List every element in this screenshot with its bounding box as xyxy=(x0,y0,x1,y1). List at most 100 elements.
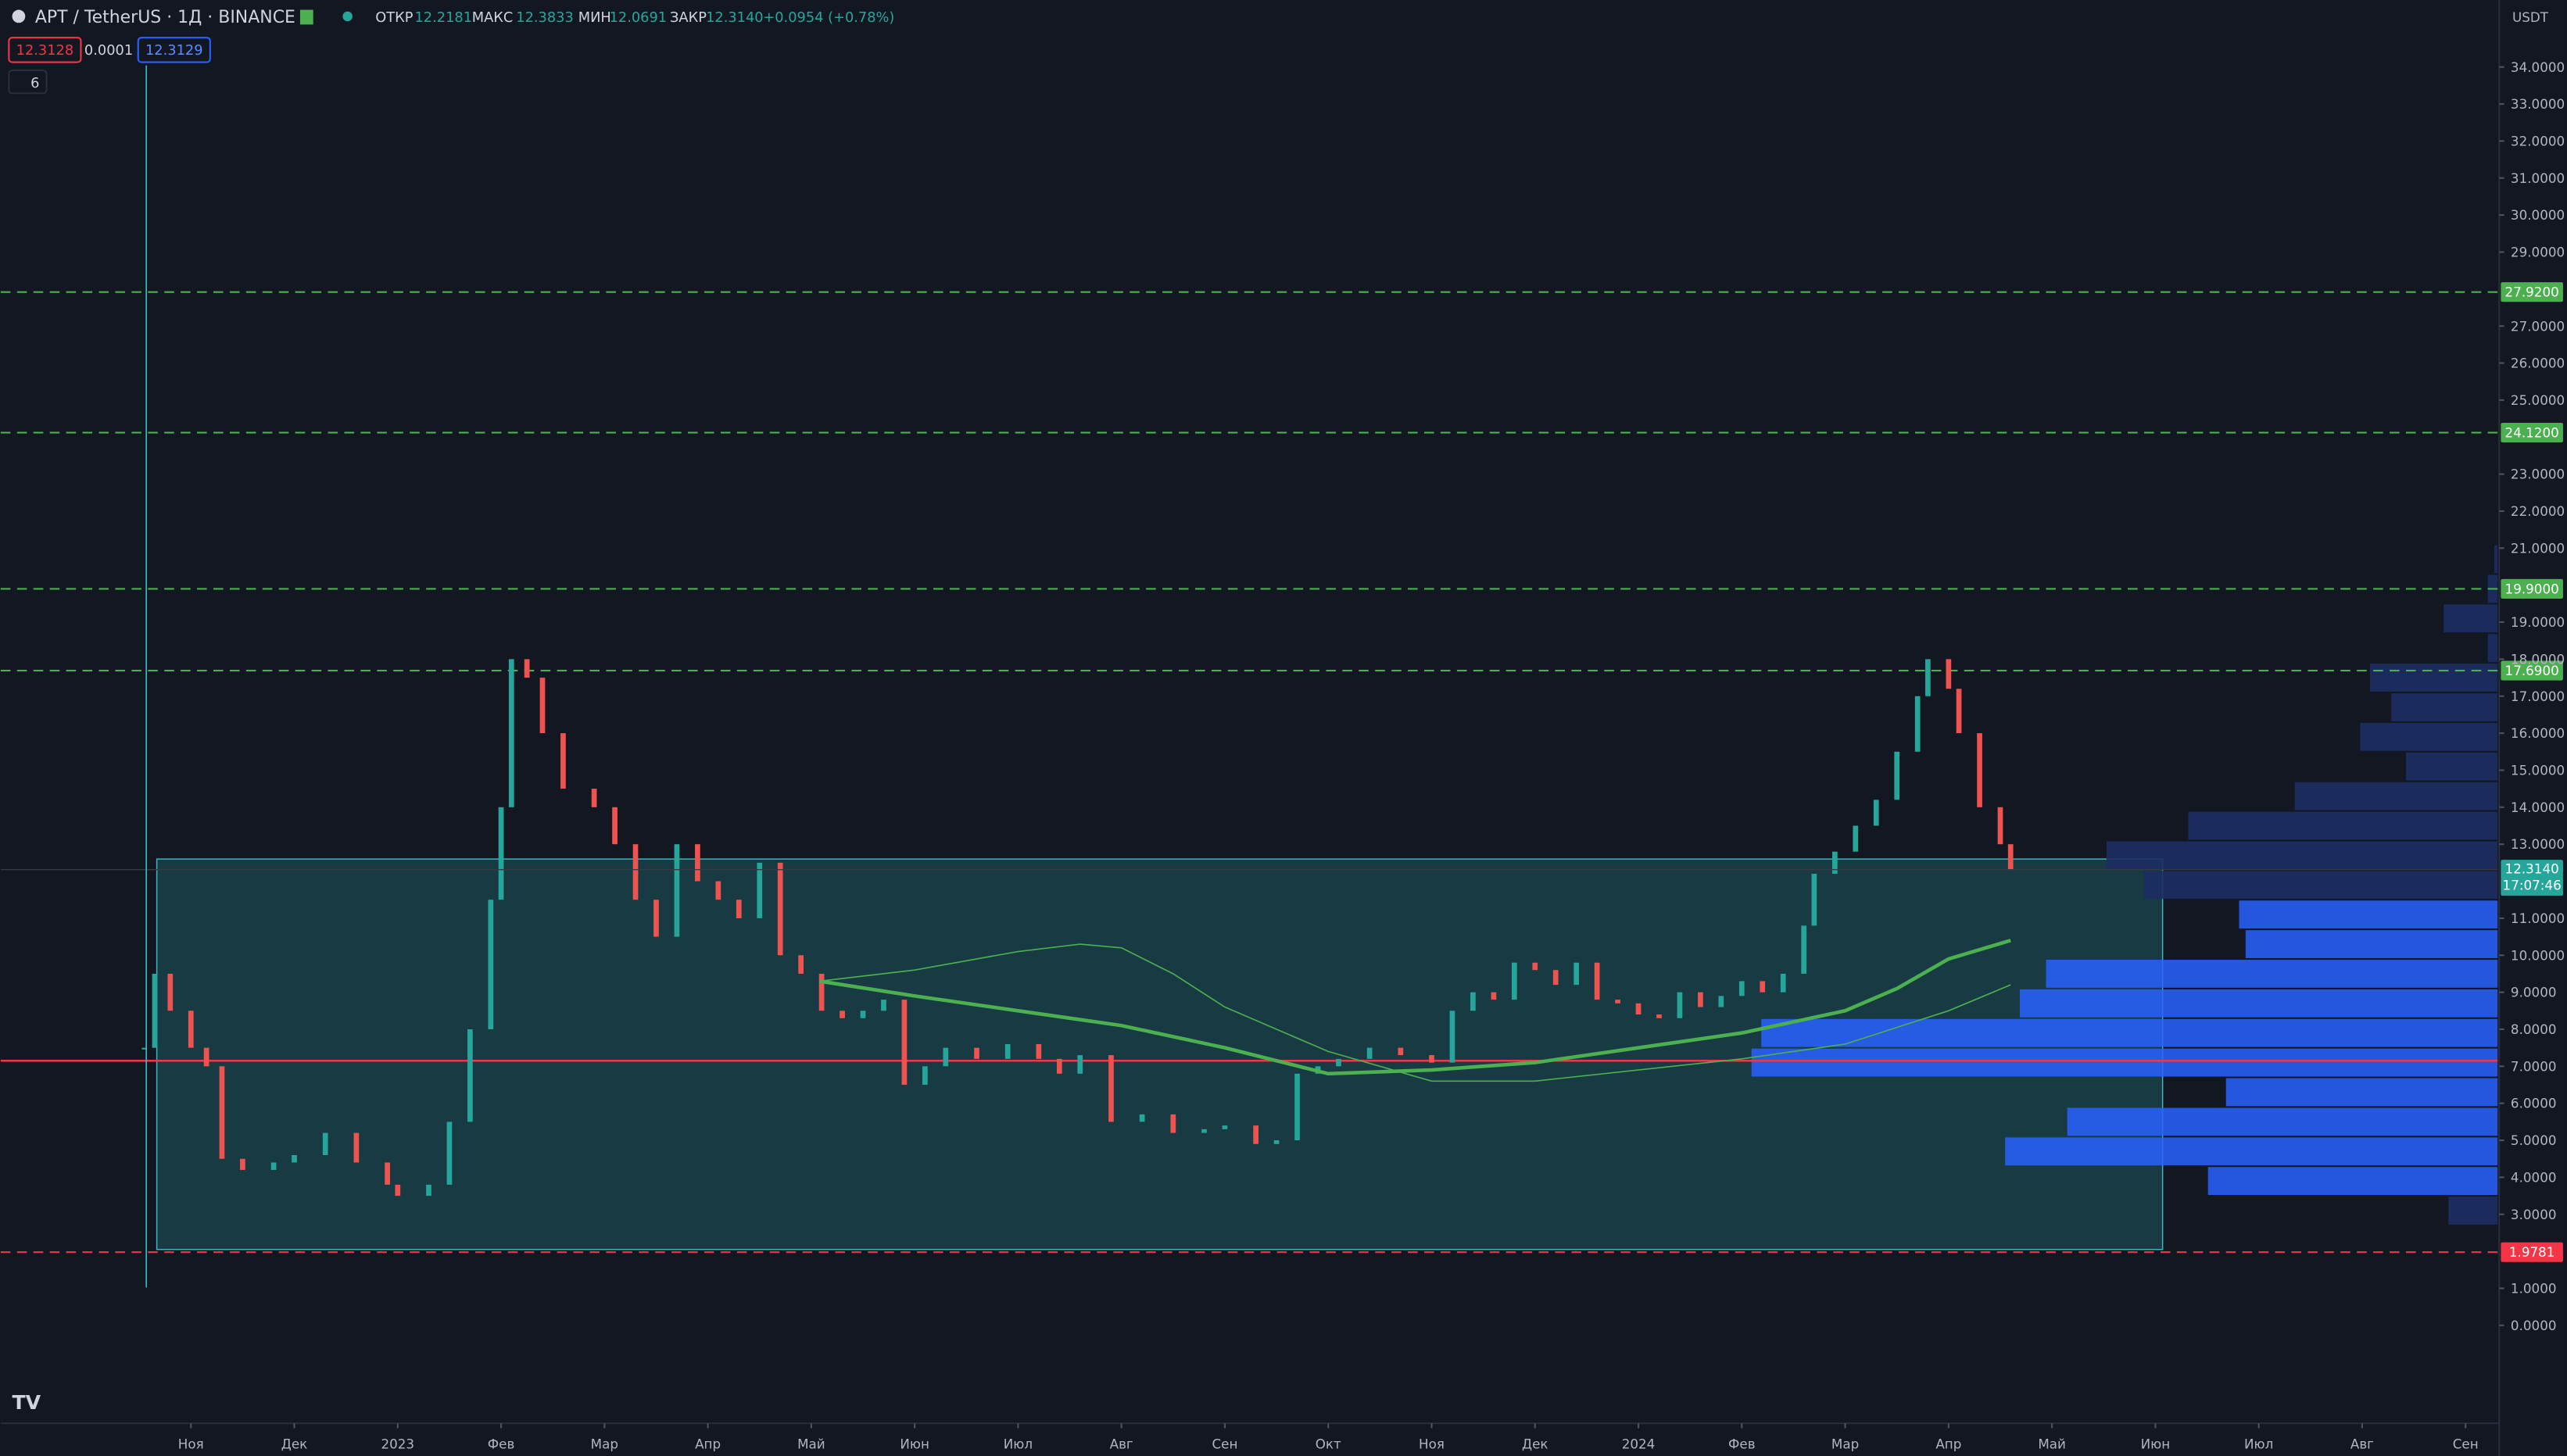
candle xyxy=(1780,973,1786,993)
candle xyxy=(1273,1140,1280,1144)
volume-profile-bar xyxy=(2067,1107,2498,1136)
candle xyxy=(1573,962,1580,986)
volume-profile-bar xyxy=(2046,960,2498,988)
header: APT / TetherUS · 1Д · BINANCE ОТКР 12.21… xyxy=(8,8,2549,1414)
volume-profile-bar xyxy=(2005,1137,2498,1166)
high: 12.3833 xyxy=(516,9,574,26)
candle xyxy=(1201,1129,1207,1133)
x-tick-label: 2024 xyxy=(1622,1436,1656,1451)
bid-badge[interactable] xyxy=(8,37,82,63)
symbol: APT / TetherUS · 1Д · BINANCE xyxy=(35,8,295,27)
y-tick-label: 9.0000 xyxy=(2511,985,2557,1000)
candle xyxy=(777,862,783,956)
level-badge xyxy=(2501,1242,2563,1262)
candle xyxy=(2007,844,2014,871)
candle xyxy=(798,955,804,974)
y-tick-label: 11.0000 xyxy=(2511,910,2565,926)
candle xyxy=(1056,1058,1062,1074)
candle xyxy=(1698,992,1703,1007)
volume-profile-bar xyxy=(2487,634,2498,663)
candle xyxy=(1615,1000,1620,1003)
volume-profile-bar xyxy=(2239,900,2498,929)
candle xyxy=(1832,851,1838,875)
y-tick-label: 21.0000 xyxy=(2511,540,2565,556)
candle xyxy=(715,881,721,900)
x-tick-label: Сен xyxy=(1212,1436,1237,1451)
y-tick-label: 25.0000 xyxy=(2511,392,2565,408)
moving-average xyxy=(819,943,2011,1082)
candle xyxy=(152,973,158,1048)
candle xyxy=(1036,1043,1042,1059)
candle xyxy=(653,900,659,937)
candle xyxy=(1925,659,1931,696)
y-tick-label: 26.0000 xyxy=(2511,356,2565,371)
candle xyxy=(695,844,700,882)
countdown: 17:07:46 xyxy=(2503,878,2562,893)
indicator-count: 6 xyxy=(30,75,39,91)
candle xyxy=(1139,1114,1145,1122)
candle xyxy=(1336,1058,1341,1067)
x-tick-label: Июл xyxy=(2244,1436,2273,1451)
level-badge xyxy=(2501,578,2563,599)
candle xyxy=(840,1011,845,1018)
candle xyxy=(1977,733,1982,807)
high-label: МАКС xyxy=(472,9,514,26)
candle xyxy=(1594,962,1600,1000)
x-tick-label: Июн xyxy=(2141,1436,2171,1451)
indicators-toggle[interactable] xyxy=(8,69,48,95)
candle xyxy=(674,844,680,937)
y-tick-label: 1.0000 xyxy=(2511,1281,2557,1297)
candle xyxy=(1511,962,1517,1000)
candle xyxy=(1470,992,1476,1011)
y-tick-label: 6.0000 xyxy=(2511,1096,2557,1111)
spread: 0.0001 xyxy=(84,42,133,59)
candle xyxy=(1552,970,1559,986)
candle xyxy=(736,900,742,918)
x-tick-label: Окт xyxy=(1316,1436,1341,1451)
candle xyxy=(1656,1014,1662,1018)
bid: 12.3128 xyxy=(16,42,74,59)
change: +0.0954 (+0.78%) xyxy=(763,9,894,26)
candle xyxy=(860,1011,866,1018)
level-label: 24.1200 xyxy=(2505,425,2559,441)
candle xyxy=(632,844,639,900)
candle xyxy=(922,1066,928,1086)
x-tick-label: 2023 xyxy=(381,1436,415,1451)
x-tick-label: Апр xyxy=(1935,1436,1961,1451)
x-tick-label: Сен xyxy=(2453,1436,2479,1451)
x-tick-label: Ноя xyxy=(178,1436,204,1451)
y-tick-label: 16.0000 xyxy=(2511,725,2565,741)
level-badge xyxy=(2501,423,2563,443)
candle xyxy=(385,1162,390,1185)
candle xyxy=(881,1000,886,1011)
candle xyxy=(498,807,504,900)
open: 12.2181 xyxy=(414,9,472,26)
ask-badge[interactable] xyxy=(137,37,211,63)
plot xyxy=(0,291,2498,1254)
level-badge xyxy=(2501,660,2563,681)
candle xyxy=(1738,981,1745,996)
y-tick-label: 23.0000 xyxy=(2511,467,2565,482)
x-tick-label: Дек xyxy=(281,1436,307,1451)
candle xyxy=(1449,1011,1455,1063)
candle xyxy=(488,900,494,1029)
candle xyxy=(1004,1043,1011,1059)
y-tick-label: 22.0000 xyxy=(2511,503,2565,519)
volume-profile-bar xyxy=(2360,722,2498,751)
time-axis: Ноя Дек 2023 Фев Мар Апр Май Июн Июл Авг Сен Окт Ноя… xyxy=(178,1423,2479,1451)
candle xyxy=(612,807,618,845)
symbol-icon xyxy=(12,9,26,23)
candle xyxy=(818,973,825,1011)
candle xyxy=(467,1029,473,1122)
y-tick-label: 30.0000 xyxy=(2511,207,2565,223)
candle xyxy=(322,1132,328,1155)
candle xyxy=(1170,1114,1176,1133)
candle xyxy=(1677,992,1683,1018)
level-label: 27.9200 xyxy=(2505,284,2559,300)
volume-profile-bar xyxy=(2294,782,2498,810)
x-tick-label: Дек xyxy=(1522,1436,1548,1451)
candle xyxy=(1873,800,1879,826)
level-label: 17.6900 xyxy=(2505,663,2559,678)
